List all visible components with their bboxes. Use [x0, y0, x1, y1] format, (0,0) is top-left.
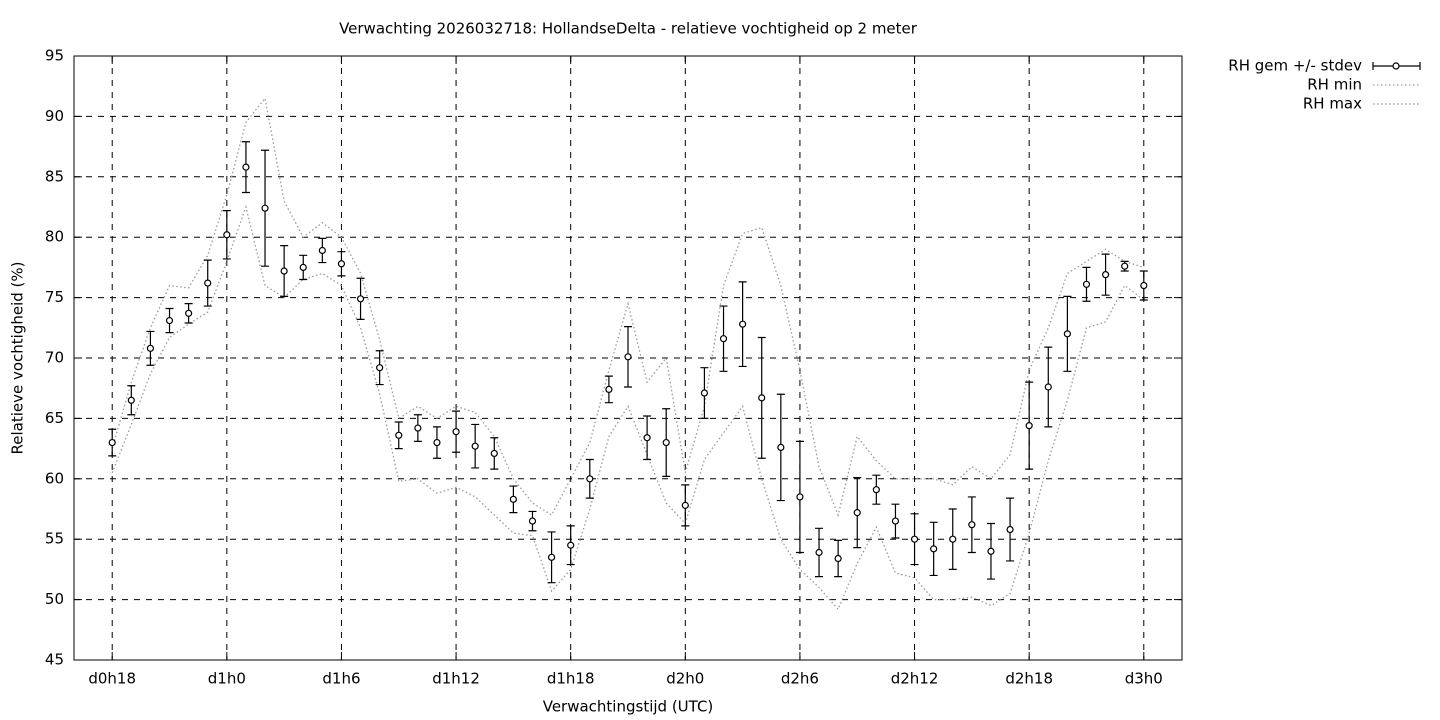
- data-point: [700, 389, 709, 397]
- data-point: [758, 394, 766, 402]
- x-tick-label: d2h12: [891, 670, 939, 688]
- data-point: [452, 428, 460, 436]
- legend-label: RH gem +/- stdev: [1228, 57, 1362, 75]
- data-point: [1101, 271, 1110, 279]
- data-point: [299, 263, 307, 271]
- data-point: [165, 316, 174, 325]
- x-tick-label: d3h0: [1125, 670, 1163, 688]
- data-point: [1025, 422, 1033, 430]
- data-point: [815, 548, 823, 557]
- x-tick-label: d1h12: [432, 670, 480, 688]
- x-tick-label: d0h18: [88, 670, 136, 688]
- x-tick-label: d2h6: [781, 670, 819, 688]
- data-point: [1121, 262, 1129, 270]
- data-point: [796, 493, 804, 501]
- data-point: [567, 541, 575, 549]
- y-tick-label: 60: [45, 469, 64, 487]
- data-point: [853, 509, 861, 517]
- data-point: [185, 309, 193, 317]
- data-point: [146, 344, 155, 352]
- data-point: [719, 335, 728, 343]
- data-point: [930, 545, 938, 553]
- data-point: [968, 521, 976, 529]
- data-point: [891, 517, 900, 525]
- chart-title: Verwachting 2026032718: HollandseDelta -…: [339, 20, 918, 38]
- y-tick-label: 85: [45, 167, 64, 185]
- data-point: [1140, 281, 1148, 290]
- line-series: [111, 96, 1144, 518]
- data-point: [1006, 525, 1014, 534]
- x-tick-label: d2h18: [1005, 670, 1053, 688]
- line-series: [111, 204, 1145, 611]
- data-point: [605, 385, 613, 394]
- data-point: [280, 267, 288, 275]
- data-point: [356, 295, 365, 303]
- data-point: [1063, 330, 1071, 338]
- data-point: [739, 320, 747, 328]
- y-tick-label: 65: [45, 409, 64, 427]
- data-point: [223, 231, 231, 239]
- x-axis-label: Verwachtingstijd (UTC): [543, 698, 714, 716]
- x-tick-label: d1h18: [547, 670, 595, 688]
- legend-label: RH min: [1307, 76, 1362, 94]
- legend-swatch: [1392, 62, 1400, 70]
- data-point: [910, 535, 919, 543]
- data-point: [662, 438, 670, 447]
- x-tick-label: d1h6: [322, 670, 360, 688]
- y-tick-label: 95: [45, 47, 64, 65]
- data-point: [414, 424, 422, 432]
- plot-border: [73, 55, 1183, 661]
- data-point: [337, 260, 346, 268]
- legend-label: RH max: [1303, 95, 1362, 113]
- data-point: [108, 438, 116, 447]
- y-axis-label: Relatieve vochtigheid (%): [9, 261, 27, 454]
- data-point: [777, 443, 785, 451]
- data-point: [586, 475, 594, 483]
- data-point: [471, 442, 479, 450]
- data-point: [1044, 383, 1052, 391]
- data-point: [949, 535, 957, 543]
- data-point: [395, 431, 403, 439]
- data-point: [204, 279, 212, 287]
- y-tick-label: 55: [45, 530, 64, 548]
- data-point: [624, 353, 632, 361]
- x-tick-label: d1h0: [208, 670, 246, 688]
- data-point: [681, 501, 689, 509]
- data-point: [376, 364, 384, 372]
- data-point: [242, 163, 250, 171]
- y-tick-label: 75: [45, 288, 64, 306]
- y-tick-label: 70: [45, 349, 64, 367]
- data-point: [509, 495, 517, 503]
- x-tick-label: d2h0: [666, 670, 704, 688]
- data-point: [872, 486, 880, 494]
- y-tick-label: 90: [45, 107, 64, 125]
- data-point: [528, 517, 537, 525]
- y-tick-label: 80: [45, 228, 64, 246]
- data-point: [1082, 280, 1091, 288]
- data-point: [834, 554, 842, 563]
- data-point: [127, 396, 135, 404]
- data-point: [261, 204, 269, 212]
- data-point: [433, 438, 441, 447]
- data-point: [643, 434, 651, 442]
- data-point: [318, 246, 326, 255]
- y-tick-label: 50: [45, 590, 64, 608]
- y-tick-label: 45: [45, 651, 64, 669]
- data-point: [547, 553, 556, 561]
- data-point: [987, 547, 995, 555]
- data-point: [490, 449, 498, 458]
